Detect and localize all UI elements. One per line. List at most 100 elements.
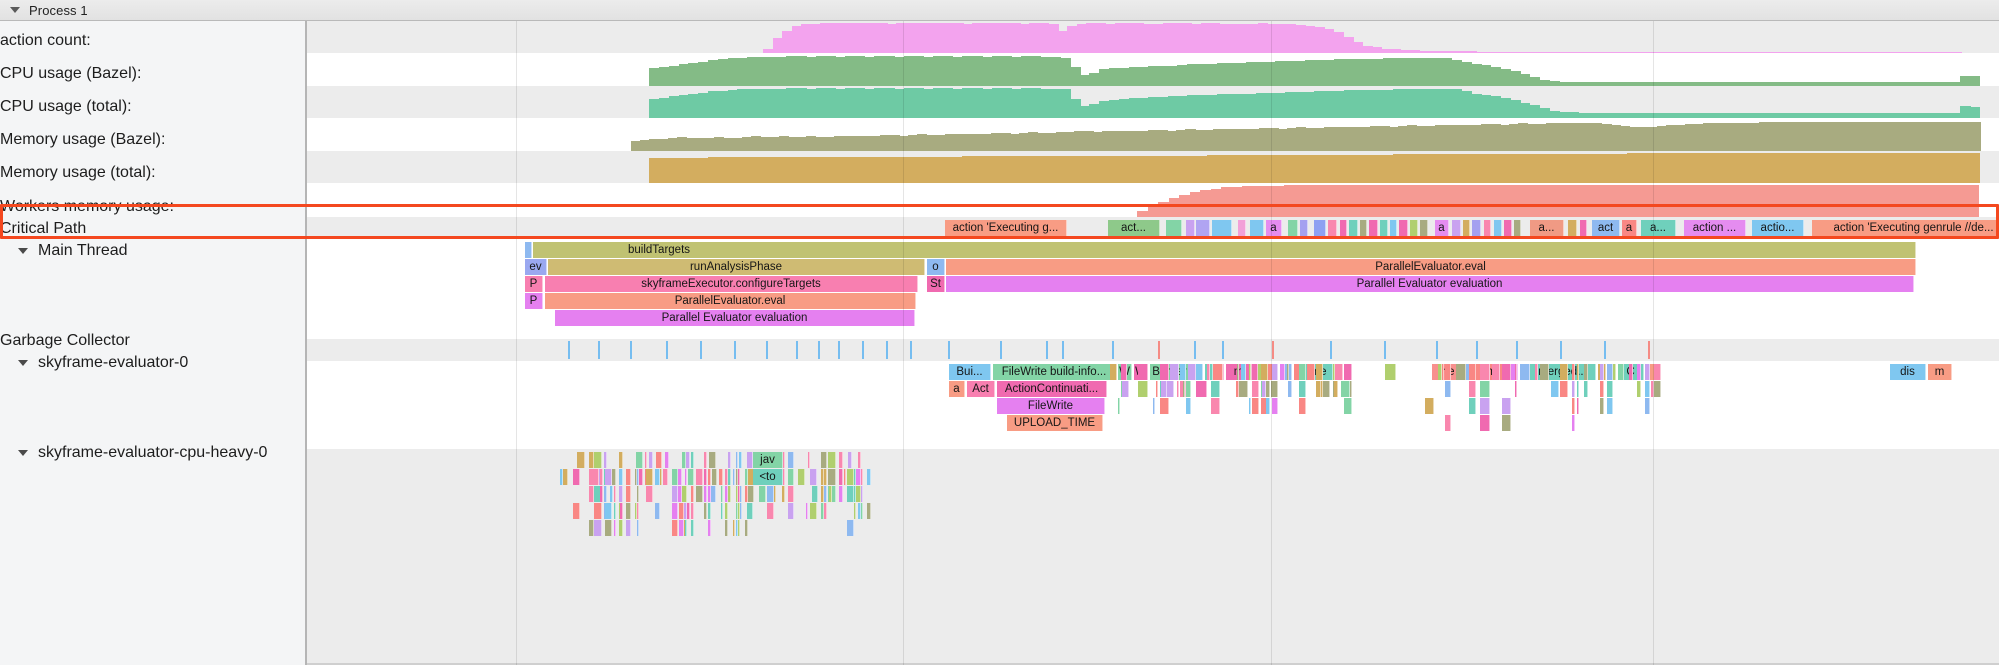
skyframe-evaluator-0-micro-slice[interactable]	[1572, 415, 1575, 431]
cpu-heavy-0-micro-slice[interactable]	[821, 469, 827, 485]
gc-instant-marker[interactable]	[1604, 341, 1606, 359]
critical-path-slice[interactable]	[1250, 220, 1264, 236]
track-label-main-thread[interactable]: Main Thread	[0, 242, 305, 260]
skyframe-evaluator-0-micro-slice[interactable]	[1316, 364, 1323, 380]
cpu-heavy-0-micro-slice[interactable]	[739, 486, 742, 502]
cpu-heavy-0-micro-slice[interactable]	[686, 452, 690, 468]
main-thread-d0-slice[interactable]	[525, 242, 532, 258]
cpu-heavy-0-micro-slice[interactable]	[821, 469, 824, 485]
critical-path-slice[interactable]	[1472, 220, 1481, 236]
process-header[interactable]: Process 1	[0, 0, 1999, 21]
cpu-heavy-0-micro-slice[interactable]	[728, 452, 731, 468]
cpu-heavy-0-micro-slice[interactable]	[646, 469, 653, 485]
cpu-heavy-0-micro-slice[interactable]	[645, 452, 647, 468]
cpu-heavy-0-micro-slice[interactable]	[637, 486, 639, 502]
cpu-heavy-0-micro-slice[interactable]	[637, 503, 639, 519]
cpu-heavy-0-micro-slice[interactable]	[679, 520, 684, 536]
skyframe-evaluator-0-micro-slice[interactable]	[1121, 364, 1127, 380]
cpu-heavy-0-micro-slice[interactable]	[563, 469, 568, 485]
gc-instant-marker[interactable]	[1476, 341, 1478, 359]
gc-instant-marker[interactable]	[700, 341, 702, 359]
main-thread-d1-slice[interactable]: o	[927, 259, 945, 275]
counter-track-cpu-usage-total-[interactable]	[307, 86, 1999, 118]
cpu-heavy-0-micro-slice[interactable]	[600, 469, 603, 485]
gc-instant-marker[interactable]	[796, 341, 798, 359]
cpu-heavy-0-micro-slice[interactable]	[861, 469, 863, 485]
skyframe-evaluator-0-micro-slice[interactable]	[1156, 381, 1158, 397]
skyframe-evaluator-0-micro-slice[interactable]	[1572, 398, 1575, 414]
cpu-heavy-0-micro-slice[interactable]	[589, 520, 594, 536]
track-row-8[interactable]	[307, 339, 1999, 361]
skyframe-evaluator-0-d3-slice[interactable]: UPLOAD_TIME	[1007, 415, 1103, 431]
caret-down-icon[interactable]	[18, 450, 28, 456]
skyframe-evaluator-0-micro-slice[interactable]	[1344, 364, 1352, 380]
main-thread-d2-slice[interactable]: P	[525, 276, 543, 292]
gc-instant-marker[interactable]	[1272, 341, 1274, 359]
cpu-heavy-0-micro-slice[interactable]	[655, 503, 660, 519]
gc-instant-marker[interactable]	[1516, 341, 1518, 359]
track-label-skyframe-evaluator-0[interactable]: skyframe-evaluator-0	[0, 354, 305, 372]
skyframe-evaluator-0-micro-slice[interactable]	[1551, 381, 1559, 397]
skyframe-evaluator-0-micro-slice[interactable]	[1469, 398, 1476, 414]
gc-instant-marker[interactable]	[1000, 341, 1002, 359]
skyframe-evaluator-0-micro-slice[interactable]	[1469, 381, 1476, 397]
critical-path-slice[interactable]	[1212, 220, 1232, 236]
cpu-heavy-0-micro-slice[interactable]	[589, 486, 594, 502]
skyframe-evaluator-0-micro-slice[interactable]	[1577, 364, 1579, 380]
main-thread-d1-slice[interactable]: ParallelEvaluator.eval	[946, 259, 1916, 275]
cpu-heavy-0-micro-slice[interactable]	[605, 520, 612, 536]
cpu-heavy-0-micro-slice[interactable]	[719, 469, 723, 485]
critical-path-slice[interactable]	[1186, 220, 1195, 236]
cpu-heavy-0-micro-slice[interactable]	[649, 452, 653, 468]
skyframe-evaluator-0-micro-slice[interactable]	[1241, 364, 1246, 380]
skyframe-evaluator-0-micro-slice[interactable]	[1600, 381, 1604, 397]
skyframe-evaluator-0-micro-slice[interactable]	[1637, 381, 1641, 397]
cpu-heavy-0-micro-slice[interactable]	[847, 469, 854, 485]
critical-path-slice[interactable]: action 'Executing genrule //de...	[1812, 220, 1999, 236]
skyframe-evaluator-0-micro-slice[interactable]	[1535, 364, 1538, 380]
gc-instant-marker[interactable]	[1330, 341, 1332, 359]
cpu-heavy-0-micro-slice[interactable]	[788, 452, 794, 468]
skyframe-evaluator-0-micro-slice[interactable]	[1469, 364, 1476, 380]
skyframe-evaluator-0-d0-slice[interactable]: FileWrite build-info...	[993, 364, 1116, 380]
caret-down-icon[interactable]	[18, 360, 28, 366]
cpu-heavy-0-micro-slice[interactable]	[636, 452, 643, 468]
cpu-heavy-0-micro-slice[interactable]	[858, 452, 861, 468]
cpu-heavy-0-micro-slice[interactable]	[704, 469, 707, 485]
skyframe-evaluator-0-micro-slice[interactable]	[1515, 364, 1517, 380]
skyframe-evaluator-0-micro-slice[interactable]	[1445, 415, 1451, 431]
critical-path-slice[interactable]	[1514, 220, 1521, 236]
cpu-heavy-0-micro-slice[interactable]	[672, 486, 678, 502]
main-thread-d3-slice[interactable]: P	[525, 293, 543, 309]
cpu-heavy-0-micro-slice[interactable]	[577, 452, 585, 468]
skyframe-evaluator-0-micro-slice[interactable]	[1445, 381, 1451, 397]
main-thread-d3-slice[interactable]: ParallelEvaluator.eval	[545, 293, 916, 309]
skyframe-evaluator-0-d0-slice[interactable]	[1335, 364, 1343, 380]
critical-path-slice[interactable]	[1568, 220, 1577, 236]
cpu-heavy-0-micro-slice[interactable]	[736, 486, 738, 502]
cpu-heavy-0-micro-slice[interactable]	[759, 486, 766, 502]
cpu-heavy-0-micro-slice[interactable]	[736, 452, 738, 468]
cpu-heavy-0-micro-slice[interactable]	[839, 452, 843, 468]
cpu-heavy-0-micro-slice[interactable]	[848, 452, 852, 468]
cpu-heavy-0-micro-slice[interactable]	[821, 486, 827, 502]
cpu-heavy-0-micro-slice[interactable]	[806, 503, 808, 519]
skyframe-evaluator-0-micro-slice[interactable]	[1110, 364, 1117, 380]
critical-path-slice[interactable]	[1340, 220, 1347, 236]
cpu-heavy-0-micro-slice[interactable]	[828, 486, 836, 502]
skyframe-evaluator-0-micro-slice[interactable]	[1299, 398, 1306, 414]
skyframe-evaluator-0-micro-slice[interactable]	[1207, 364, 1210, 380]
critical-path-slice[interactable]: act...	[1108, 220, 1160, 236]
cpu-heavy-0-micro-slice[interactable]	[696, 486, 703, 502]
skyframe-evaluator-0-micro-slice[interactable]	[1249, 364, 1251, 380]
cpu-heavy-0-micro-slice[interactable]	[733, 520, 735, 536]
skyframe-evaluator-0-micro-slice[interactable]	[1201, 381, 1207, 397]
skyframe-evaluator-0-micro-slice[interactable]	[1138, 381, 1148, 397]
cpu-heavy-0-micro-slice[interactable]	[672, 469, 678, 485]
critical-path-slice[interactable]	[1399, 220, 1408, 236]
skyframe-evaluator-0-micro-slice[interactable]	[1480, 415, 1490, 431]
gc-instant-marker[interactable]	[886, 341, 888, 359]
critical-path-slice[interactable]	[1314, 220, 1326, 236]
skyframe-evaluator-0-micro-slice[interactable]	[1188, 364, 1196, 380]
cpu-heavy-0-micro-slice[interactable]	[696, 469, 703, 485]
